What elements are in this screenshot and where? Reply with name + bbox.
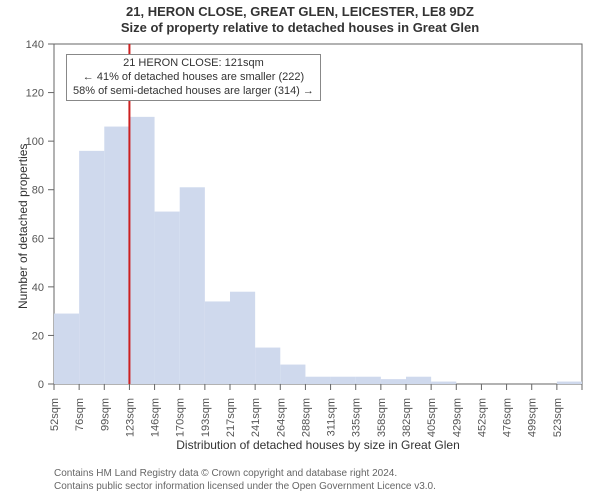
svg-text:99sqm: 99sqm xyxy=(99,398,111,431)
annotation-line-3: 58% of semi-detached houses are larger (… xyxy=(73,85,314,99)
x-axis-label: Distribution of detached houses by size … xyxy=(54,438,582,452)
y-axis-label: Number of detached properties xyxy=(16,144,30,309)
svg-text:476sqm: 476sqm xyxy=(502,398,514,437)
svg-text:60: 60 xyxy=(32,233,44,245)
svg-text:335sqm: 335sqm xyxy=(351,398,363,437)
svg-text:405sqm: 405sqm xyxy=(426,398,438,437)
chart-container: 21, HERON CLOSE, GREAT GLEN, LEICESTER, … xyxy=(0,0,600,500)
svg-text:120: 120 xyxy=(26,88,44,100)
svg-text:0: 0 xyxy=(38,379,44,391)
svg-text:140: 140 xyxy=(26,39,44,51)
svg-text:170sqm: 170sqm xyxy=(175,398,187,437)
svg-text:146sqm: 146sqm xyxy=(150,398,162,437)
svg-text:499sqm: 499sqm xyxy=(527,398,539,437)
svg-text:311sqm: 311sqm xyxy=(326,398,338,436)
footer-line-2: Contains public sector information licen… xyxy=(54,481,436,494)
svg-text:264sqm: 264sqm xyxy=(275,398,287,437)
svg-text:452sqm: 452sqm xyxy=(476,398,488,437)
svg-text:382sqm: 382sqm xyxy=(401,398,413,437)
svg-text:288sqm: 288sqm xyxy=(300,398,312,437)
svg-text:358sqm: 358sqm xyxy=(376,398,388,437)
annotation-line-1: 21 HERON CLOSE: 121sqm xyxy=(73,57,314,71)
footer-text: Contains HM Land Registry data © Crown c… xyxy=(54,468,436,493)
svg-text:123sqm: 123sqm xyxy=(124,398,136,437)
chart-title: 21, HERON CLOSE, GREAT GLEN, LEICESTER, … xyxy=(0,0,600,20)
footer-line-1: Contains HM Land Registry data © Crown c… xyxy=(54,468,436,481)
svg-text:241sqm: 241sqm xyxy=(250,398,262,437)
svg-text:20: 20 xyxy=(32,330,44,342)
svg-text:429sqm: 429sqm xyxy=(451,398,463,437)
svg-text:80: 80 xyxy=(32,185,44,197)
svg-text:40: 40 xyxy=(32,282,44,294)
chart-subtitle: Size of property relative to detached ho… xyxy=(0,20,600,36)
svg-text:193sqm: 193sqm xyxy=(200,398,212,437)
annotation-line-2: ← 41% of detached houses are smaller (22… xyxy=(73,71,314,85)
svg-text:523sqm: 523sqm xyxy=(552,398,564,437)
svg-text:76sqm: 76sqm xyxy=(74,398,86,431)
svg-text:217sqm: 217sqm xyxy=(225,398,237,437)
svg-text:52sqm: 52sqm xyxy=(49,398,61,431)
annotation-box: 21 HERON CLOSE: 121sqm ← 41% of detached… xyxy=(66,54,321,101)
